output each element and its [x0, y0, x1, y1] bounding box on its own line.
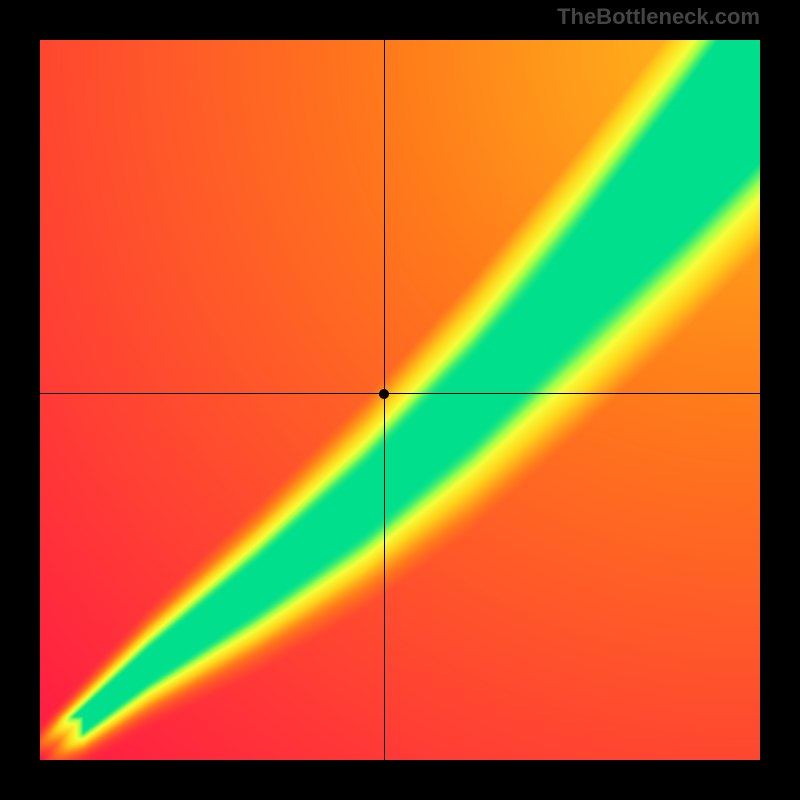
- crosshair-horizontal: [40, 393, 760, 394]
- heatmap-canvas: [40, 40, 760, 760]
- watermark-text: TheBottleneck.com: [557, 4, 760, 30]
- data-point-marker: [379, 389, 389, 399]
- plot-area: [40, 40, 760, 760]
- crosshair-vertical: [384, 40, 385, 760]
